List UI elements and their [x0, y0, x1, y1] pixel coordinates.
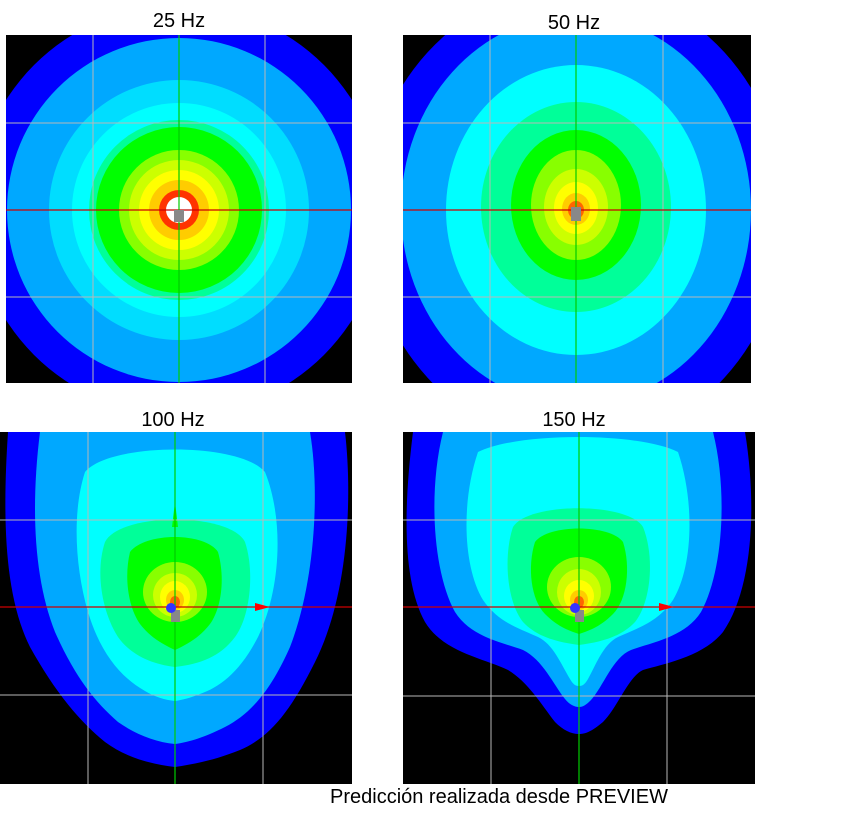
plot-50hz — [403, 35, 751, 383]
plot-title-150: 150 Hz — [542, 409, 606, 431]
caption: Predicción realizada desde PREVIEW — [330, 786, 668, 808]
plot-150hz-direction-arrow — [659, 603, 674, 611]
plot-25hz-source — [174, 210, 184, 222]
plot-25hz — [6, 35, 352, 383]
plot-50hz-content — [403, 35, 751, 383]
plot-25hz-content — [6, 35, 352, 383]
plot-title-50: 50 Hz — [547, 12, 601, 34]
plot-100hz-source — [171, 610, 180, 622]
plot-50hz-grid — [403, 35, 751, 383]
plot-150hz-source — [575, 610, 584, 622]
plot-150hz-contours — [406, 432, 752, 734]
plot-title-100: 100 Hz — [141, 409, 205, 431]
plot-100hz-marker — [166, 603, 176, 613]
plot-100hz-content — [0, 432, 352, 784]
plot-50hz-source — [571, 207, 581, 221]
plot-100hz-direction-arrow — [255, 603, 270, 611]
plot-150hz-marker — [570, 603, 580, 613]
plot-150hz — [403, 432, 755, 784]
plot-title-25: 25 Hz — [152, 10, 206, 32]
plot-150hz-content — [403, 432, 755, 784]
plot-100hz — [0, 432, 352, 784]
